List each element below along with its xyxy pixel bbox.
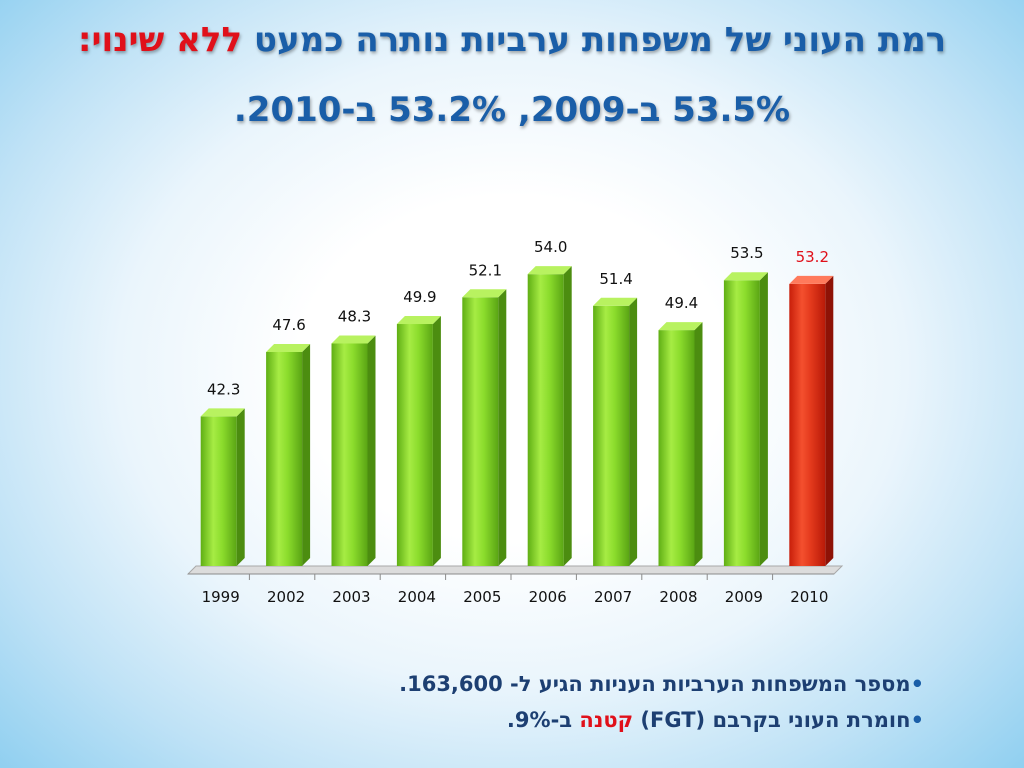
- bullet-text: מספר המשפחות הערביות העניות הגיע ל- 163,…: [399, 672, 910, 696]
- bar-value-label: 49.4: [665, 294, 698, 312]
- bullet-text: חומרת העוני בקרבם (FGT): [633, 708, 910, 732]
- bar: [659, 322, 703, 566]
- bar-front: [397, 324, 433, 566]
- x-tick-label: 2008: [659, 588, 697, 606]
- bar-value-label: 51.4: [599, 270, 632, 288]
- bullet-item: •חומרת העוני בקרבם (FGT) קטנה ב-9%.: [399, 702, 924, 738]
- bar-value-label: 48.3: [338, 307, 371, 325]
- x-tick-label: 2003: [332, 588, 370, 606]
- bar: [201, 408, 245, 566]
- bar-front: [528, 274, 564, 566]
- bar-value-label: 42.3: [207, 380, 240, 398]
- x-tick-label: 2006: [529, 588, 567, 606]
- bar-side: [498, 289, 506, 566]
- bar-side: [695, 322, 703, 566]
- x-tick-label: 2002: [267, 588, 305, 606]
- bar-side: [760, 272, 768, 566]
- x-tick-label: 2005: [463, 588, 501, 606]
- bar-value-label: 52.1: [469, 261, 502, 279]
- bar-side: [368, 335, 376, 566]
- bar: [724, 272, 768, 566]
- bar-side: [302, 344, 310, 566]
- bar: [462, 289, 506, 566]
- bar: [789, 276, 833, 566]
- bullet-marker: •: [911, 708, 924, 732]
- bar: [593, 298, 637, 566]
- bar-front: [332, 343, 368, 566]
- bar-side: [237, 408, 245, 566]
- x-tick-label: 2004: [398, 588, 436, 606]
- bar-front: [789, 284, 825, 566]
- bar-front: [266, 352, 302, 566]
- bar-side: [825, 276, 833, 566]
- x-tick-label: 2009: [725, 588, 763, 606]
- bar-value-label: 53.5: [730, 244, 763, 262]
- bar-front: [462, 297, 498, 566]
- bar-front: [659, 330, 695, 566]
- bar: [266, 344, 310, 566]
- bar-side: [629, 298, 637, 566]
- bar-front: [593, 306, 629, 566]
- bar-value-label: 53.2: [796, 248, 829, 266]
- bar-value-label: 47.6: [272, 316, 305, 334]
- bar-side: [433, 316, 441, 566]
- x-tick-label: 2007: [594, 588, 632, 606]
- bar: [397, 316, 441, 566]
- bar-value-label: 54.0: [534, 238, 567, 256]
- x-tick-label: 1999: [202, 588, 240, 606]
- chart-floor: [188, 566, 842, 574]
- bar-side: [564, 266, 572, 566]
- x-tick-label: 2010: [790, 588, 828, 606]
- bar-value-label: 49.9: [403, 288, 436, 306]
- bar: [528, 266, 572, 566]
- bullet-text: ב-9%.: [507, 708, 579, 732]
- bullet-marker: •: [911, 672, 924, 696]
- bullet-highlight-text: קטנה: [579, 708, 633, 732]
- bullet-item: •מספר המשפחות הערביות העניות הגיע ל- 163…: [399, 666, 924, 702]
- bar-front: [724, 280, 760, 566]
- bar: [332, 335, 376, 566]
- bar-front: [201, 416, 237, 566]
- bullet-list: •מספר המשפחות הערביות העניות הגיע ל- 163…: [399, 666, 924, 738]
